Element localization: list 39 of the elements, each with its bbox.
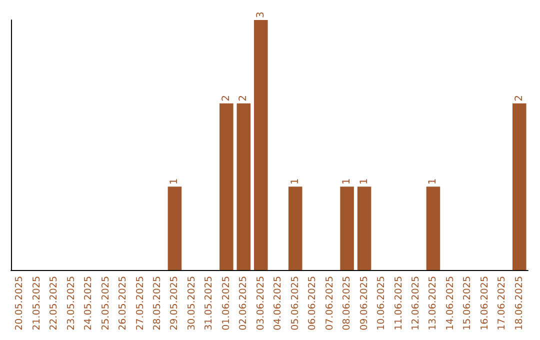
x-tick-label: 29.05.2025: [169, 276, 180, 330]
x-tick-label: 26.05.2025: [118, 276, 129, 330]
data-label: 2: [514, 94, 525, 102]
x-tick-label: 05.06.2025: [290, 276, 301, 330]
x-tick-label: 22.05.2025: [48, 276, 60, 330]
data-label: 3: [255, 12, 266, 18]
x-tick-label: 28.05.2025: [152, 276, 163, 330]
x-tick-label: 10.06.2025: [376, 276, 388, 330]
x-tick-label: 30.05.2025: [186, 276, 198, 330]
x-tick-label: 02.06.2025: [238, 276, 250, 330]
x-tick-label: 07.06.2025: [324, 276, 336, 330]
x-tick-label: 27.05.2025: [134, 276, 146, 330]
data-label: 1: [428, 178, 439, 185]
x-tick-label: 18.06.2025: [514, 276, 525, 330]
x-tick-label: 31.05.2025: [204, 276, 215, 330]
x-tick-label: 03.06.2025: [255, 276, 266, 330]
x-tick-label: 08.06.2025: [342, 276, 353, 330]
x-tick-label: 04.06.2025: [272, 276, 284, 330]
x-tick-label: 16.06.2025: [479, 276, 490, 330]
x-tick-label: 17.06.2025: [496, 276, 508, 330]
x-tick-label: 24.05.2025: [83, 276, 94, 330]
data-label: 1: [358, 178, 370, 185]
x-tick-label: 14.06.2025: [444, 276, 456, 330]
data-label: 1: [290, 178, 301, 185]
x-tick-label: 25.05.2025: [100, 276, 112, 330]
x-tick-label: 15.06.2025: [462, 276, 474, 330]
x-tick-label: 01.06.2025: [220, 276, 232, 330]
x-tick-label: 09.06.2025: [358, 276, 370, 330]
x-tick-label: 23.05.2025: [66, 276, 77, 330]
x-tick-label: 11.06.2025: [393, 276, 404, 330]
data-label: 2: [238, 94, 250, 102]
x-tick-label: 13.06.2025: [428, 276, 439, 330]
data-label: 2: [220, 94, 232, 102]
data-label: 1: [169, 178, 180, 185]
x-tick-label: 12.06.2025: [410, 276, 422, 330]
data-label: 1: [342, 178, 353, 185]
x-tick-label: 20.05.2025: [14, 276, 26, 330]
x-tick-label: 21.05.2025: [31, 276, 42, 330]
x-tick-label: 06.06.2025: [307, 276, 318, 330]
